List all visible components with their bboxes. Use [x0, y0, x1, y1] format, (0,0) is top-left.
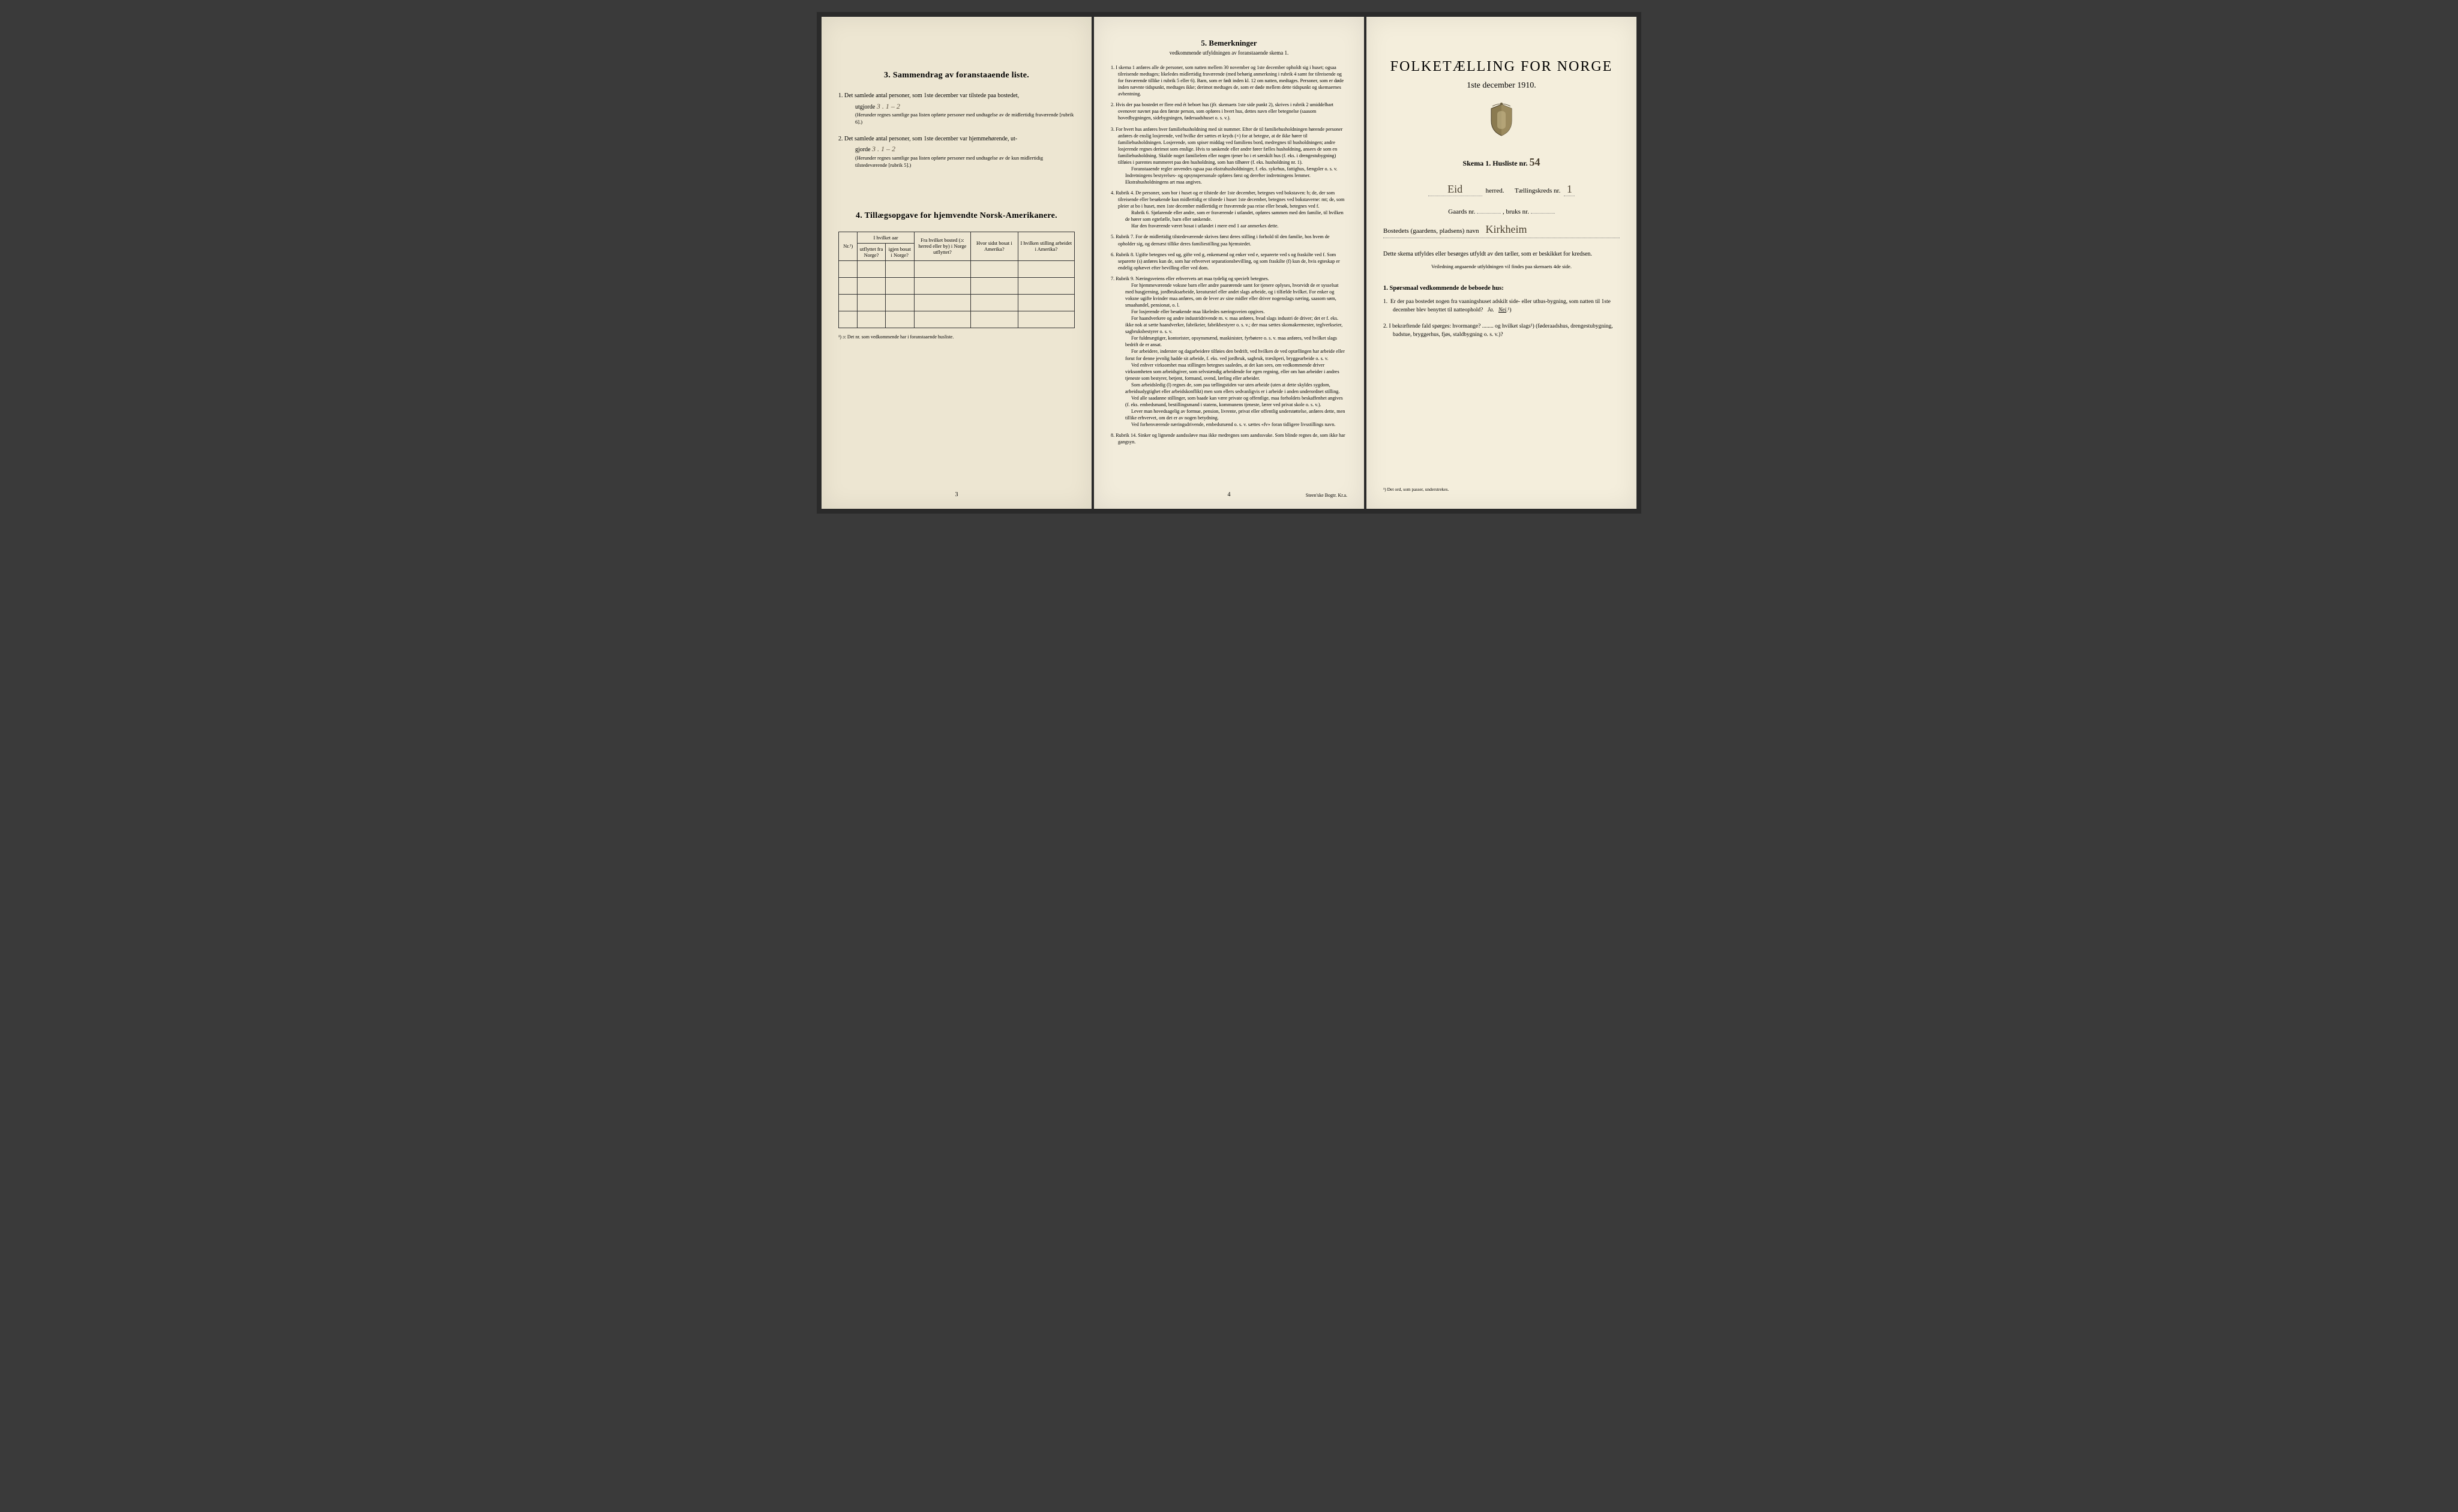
s3-item2-fill: 3 . 1 – 2	[872, 145, 895, 153]
census-date: 1ste december 1910.	[1383, 81, 1620, 91]
s3-item2-text: 2. Det samlede antal personer, som 1ste …	[838, 136, 1017, 142]
table-row	[839, 311, 1075, 328]
s3-item2-label: gjorde	[847, 146, 871, 153]
remark-7-p6: For arbeidere, inderster og dagarbeidere…	[1118, 348, 1347, 361]
th-nr: Nr.¹)	[839, 232, 858, 260]
page-right: FOLKETÆLLING FOR NORGE 1ste december 191…	[1366, 17, 1636, 509]
section3-item1: 1. Det samlede antal personer, som 1ste …	[838, 91, 1075, 126]
th-igjen: igjen bosat i Norge?	[885, 243, 914, 260]
section3-list: 1. Det samlede antal personer, som 1ste …	[838, 91, 1075, 169]
gaards-label: Gaards nr.	[1448, 208, 1475, 215]
remark-7-p10: Lever man hovedsagelig av formue, pensio…	[1118, 408, 1347, 421]
bosted-fill: Kirkheim	[1485, 223, 1569, 236]
bruks-fill	[1531, 213, 1555, 214]
skema-label: Skema 1. Husliste nr.	[1463, 159, 1528, 167]
remark-4-p2: Rubrik 6. Sjøfarende eller andre, som er…	[1118, 209, 1347, 223]
section5-heading: 5. Bemerkninger	[1111, 38, 1347, 48]
printer-credit: Steen'ske Bogtr. Kr.a.	[1306, 493, 1347, 498]
page-number-3: 3	[955, 491, 958, 498]
questions-list: 1. Er der paa bostedet nogen fra vaaning…	[1383, 298, 1620, 339]
remark-5: 5. Rubrik 7. For de midlertidig tilstede…	[1111, 233, 1347, 247]
gaards-fill	[1477, 213, 1501, 214]
section5-subheading: vedkommende utfyldningen av foranstaaend…	[1111, 50, 1347, 56]
section4-heading: 4. Tillægsopgave for hjemvendte Norsk-Am…	[838, 211, 1075, 221]
q1-answer: Nei	[1498, 307, 1506, 313]
remark-6: 6. Rubrik 8. Ugifte betegnes ved ug, gif…	[1111, 251, 1347, 271]
skema-line: Skema 1. Husliste nr. 54	[1383, 156, 1620, 169]
section4-footnote: ¹) ɔ: Det nr. som vedkommende har i fora…	[838, 334, 1075, 340]
remark-3: 3. For hvert hus anføres hver familiehus…	[1111, 126, 1347, 186]
remark-7: 7. Rubrik 9. Næringsveiens eller erhverv…	[1111, 275, 1347, 428]
herred-label: herred.	[1486, 187, 1504, 194]
remark-7-p7: Ved enhver virksomhet maa stillingen bet…	[1118, 362, 1347, 382]
section3-heading: 3. Sammendrag av foranstaaende liste.	[838, 71, 1075, 80]
herred-fill: Eid	[1428, 183, 1482, 196]
remark-1: 1. I skema 1 anføres alle de personer, s…	[1111, 64, 1347, 97]
th-utflyttet: utflyttet fra Norge?	[858, 243, 885, 260]
document-triptych: 3. Sammendrag av foranstaaende liste. 1.…	[817, 12, 1641, 514]
th-amerika-bosat: Hvor sidst bosat i Amerika?	[971, 232, 1018, 260]
gaards-line: Gaards nr. , bruks nr.	[1383, 208, 1620, 216]
remark-4-p3: Har den fraværende været bosat i utlande…	[1118, 223, 1347, 229]
table-row	[839, 294, 1075, 311]
bruks-label: , bruks nr.	[1503, 208, 1529, 215]
kreds-label: Tællingskreds nr.	[1515, 187, 1560, 194]
skema-fill: 54	[1529, 156, 1540, 168]
remark-8: 8. Rubrik 14. Sinker og lignende aandssl…	[1111, 432, 1347, 445]
table-row	[839, 260, 1075, 277]
remark-7-p8: Som arbeidsledig (l) regnes de, som paa …	[1118, 382, 1347, 395]
remark-7-p4: For haandverkere og andre industridriven…	[1118, 315, 1347, 335]
section3-item2: 2. Det samlede antal personer, som 1ste …	[838, 134, 1075, 169]
page3-footnote: ¹) Det ord, som passer, understrekes.	[1383, 487, 1620, 492]
s3-item2-fine: (Herunder regnes samtlige paa listen opf…	[847, 155, 1075, 169]
questions-heading: 1. Spørsmaal vedkommende de beboede hus:	[1383, 285, 1620, 292]
remarks-list: 1. I skema 1 anføres alle de personer, s…	[1111, 64, 1347, 445]
th-year: I hvilket aar	[858, 232, 914, 243]
note1: Dette skema utfyldes eller besørges utfy…	[1383, 250, 1620, 259]
remark-4: 4. Rubrik 4. De personer, som bor i huse…	[1111, 190, 1347, 229]
th-bosted: Fra hvilket bosted (ɔ: herred eller by) …	[914, 232, 970, 260]
remark-7-p1: 7. Rubrik 9. Næringsveiens eller erhverv…	[1111, 276, 1269, 281]
page-left: 3. Sammendrag av foranstaaende liste. 1.…	[822, 17, 1092, 509]
remark-7-p2: For hjemmeværende voksne barn eller andr…	[1118, 282, 1347, 308]
census-title: FOLKETÆLLING FOR NORGE	[1383, 59, 1620, 75]
s3-item1-fine: (Herunder regnes samtlige paa listen opf…	[847, 112, 1075, 126]
bosted-label: Bostedets (gaardens, pladsens) navn	[1383, 227, 1479, 235]
page-number-4: 4	[1228, 491, 1231, 498]
remark-7-p5: For fuldmægtiger, kontorister, opsynsmæn…	[1118, 335, 1347, 348]
remark-3-p1: 3. For hvert hus anføres hver familiehus…	[1111, 127, 1342, 165]
remark-3-p2: Foranstaaende regler anvendes ogsaa paa …	[1118, 166, 1347, 185]
kreds-fill: 1	[1564, 183, 1575, 196]
page-middle: 5. Bemerkninger vedkommende utfyldningen…	[1094, 17, 1364, 509]
s3-item1-label: utgjorde	[847, 104, 875, 110]
remark-7-p9: Ved alle saadanne stillinger, som baade …	[1118, 395, 1347, 408]
s3-item1-fill: 3 . 1 – 2	[877, 102, 900, 110]
remark-7-p3: For losjerende eller besøkende maa likel…	[1118, 308, 1347, 315]
herred-row: Eid herred. Tællingskreds nr. 1	[1383, 183, 1620, 196]
table-row	[839, 277, 1075, 294]
question-2: 2. I bekræftende fald spørges: hvormange…	[1383, 322, 1620, 340]
remark-2: 2. Hvis der paa bostedet er flere end ét…	[1111, 101, 1347, 121]
question-1: 1. Er der paa bostedet nogen fra vaaning…	[1383, 298, 1620, 315]
th-stilling: I hvilken stilling arbeidet i Amerika?	[1018, 232, 1074, 260]
remark-4-p1: 4. Rubrik 4. De personer, som bor i huse…	[1111, 190, 1345, 209]
emigrant-table: Nr.¹) I hvilket aar Fra hvilket bosted (…	[838, 232, 1075, 328]
bosted-line: Bostedets (gaardens, pladsens) navn Kirk…	[1383, 223, 1620, 239]
note2: Veiledning angaaende utfyldningen vil fi…	[1383, 263, 1620, 269]
coat-of-arms-icon	[1383, 103, 1620, 144]
s3-item1-text: 1. Det samlede antal personer, som 1ste …	[838, 92, 1019, 99]
remark-7-p11: Ved forhenværende næringsdrivende, embed…	[1118, 421, 1347, 428]
